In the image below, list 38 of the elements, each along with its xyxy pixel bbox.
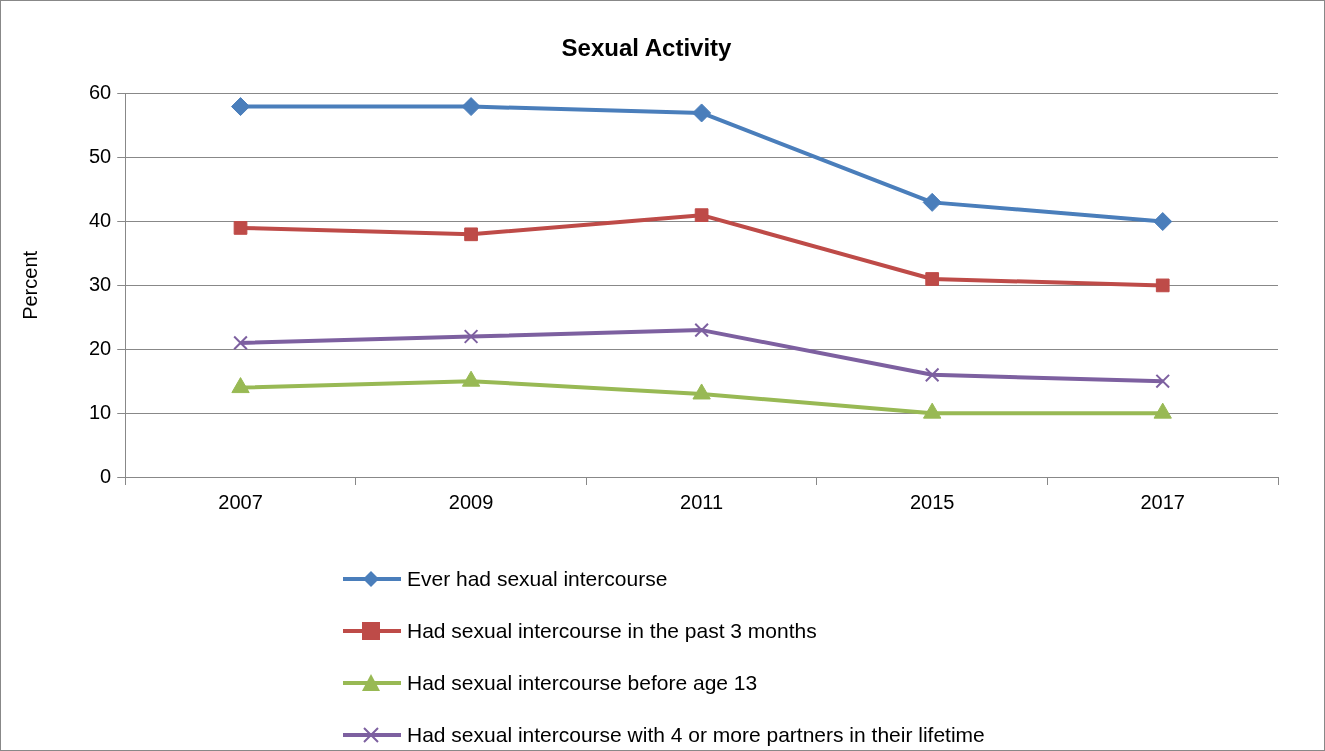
y-tick-label: 0 bbox=[100, 464, 112, 487]
point bbox=[231, 97, 251, 117]
y-axis-title: Percent bbox=[18, 250, 41, 320]
point bbox=[461, 97, 481, 117]
point bbox=[464, 227, 478, 242]
x-tick-label: 2007 bbox=[218, 490, 263, 513]
point bbox=[694, 208, 709, 223]
point bbox=[1155, 278, 1170, 293]
chart-title: Sexual Activity bbox=[561, 34, 733, 62]
y-tick-label: 50 bbox=[89, 145, 112, 168]
y-tick-label: 60 bbox=[89, 81, 112, 104]
x-tick-label: 2011 bbox=[680, 490, 724, 513]
point bbox=[463, 329, 479, 344]
legend-label: Ever had sexual intercourse bbox=[407, 567, 668, 591]
point bbox=[923, 402, 942, 419]
point bbox=[692, 103, 712, 123]
point bbox=[692, 383, 711, 400]
point bbox=[233, 221, 248, 235]
legend-label: Had sexual intercourse in the past 3 months bbox=[407, 619, 817, 643]
x-tick-label: 2015 bbox=[909, 490, 955, 513]
y-tick-label: 40 bbox=[89, 209, 112, 232]
point bbox=[1155, 373, 1171, 389]
x-tick-label: 2009 bbox=[448, 490, 494, 513]
point bbox=[922, 192, 942, 212]
y-tick-label: 30 bbox=[89, 272, 112, 295]
point bbox=[231, 377, 250, 394]
point bbox=[1153, 402, 1172, 419]
y-tick-label: 10 bbox=[89, 400, 112, 423]
y-tick-label: 20 bbox=[89, 336, 112, 359]
x-tick-label: 2017 bbox=[1140, 490, 1185, 513]
legend-label: Had sexual intercourse with 4 or more partners in their lifetime bbox=[407, 723, 985, 747]
point bbox=[924, 367, 940, 383]
point bbox=[233, 335, 248, 351]
point bbox=[461, 370, 481, 387]
point bbox=[1153, 212, 1173, 232]
point bbox=[925, 272, 940, 286]
point bbox=[694, 322, 709, 338]
legend-label: Had sexual intercourse before age 13 bbox=[407, 671, 758, 695]
